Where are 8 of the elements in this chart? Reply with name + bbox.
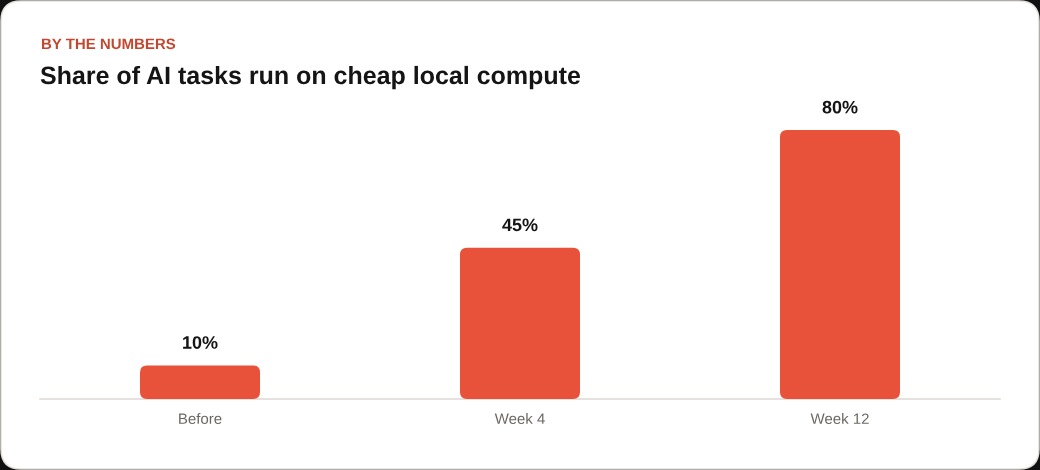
x-tick-label: Week 12 — [810, 413, 869, 425]
data-label: 80% — [822, 100, 858, 114]
chart-title: Share of AI tasks run on cheap local compute — [40, 65, 581, 90]
data-label: 10% — [183, 336, 218, 349]
x-tick-label: Week 4 — [494, 413, 545, 425]
chart-subtitle: BY THE NUMBERS — [42, 38, 176, 50]
data-label: 45% — [502, 218, 538, 232]
x-tick-label: Before — [179, 413, 222, 425]
